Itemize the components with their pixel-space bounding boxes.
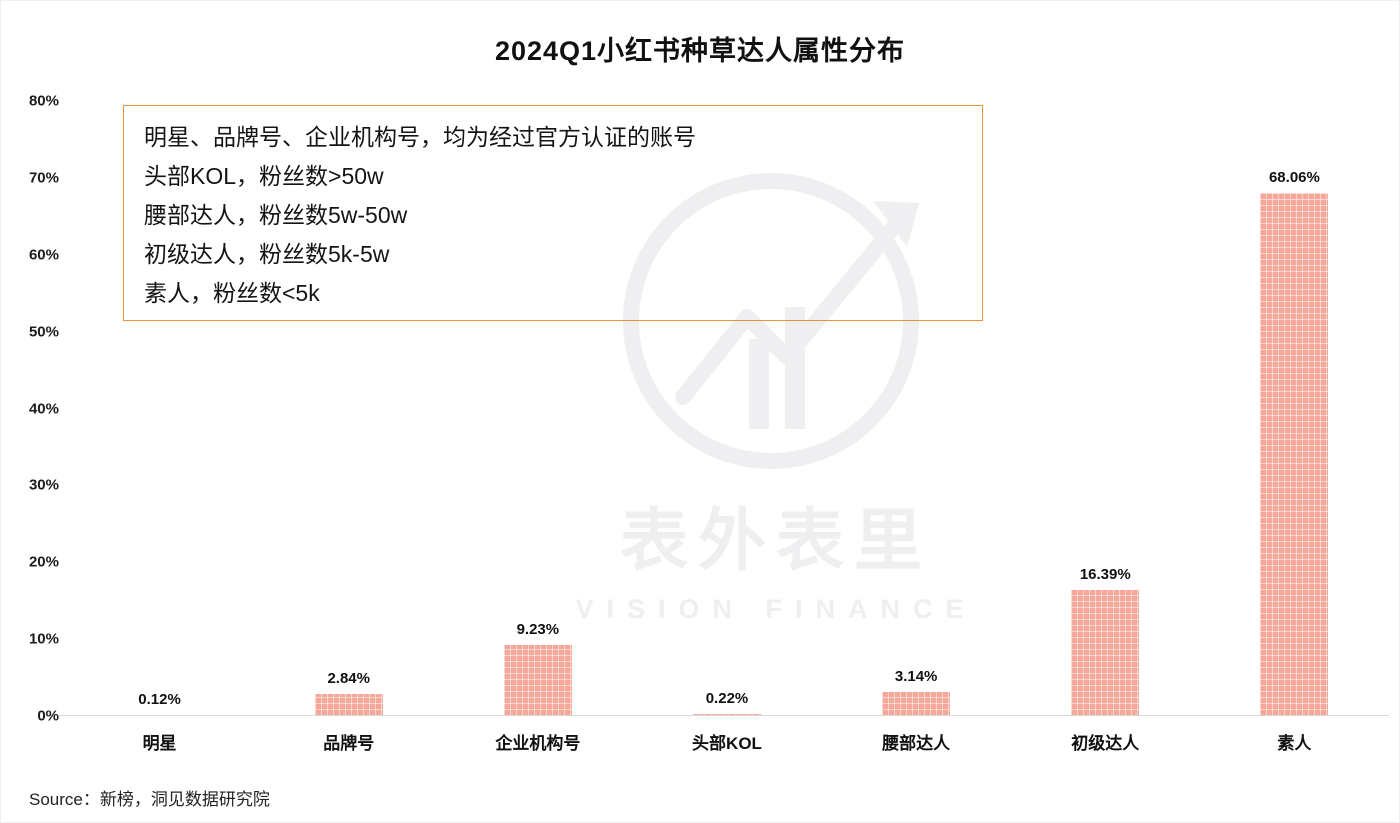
y-axis-label: 60% xyxy=(28,246,59,264)
annotation-line: 素人，粉丝数<5k xyxy=(144,280,320,306)
bar-column-5: 3.14% xyxy=(822,101,1011,716)
annotation-line: 明星、品牌号、企业机构号，均为经过官方认证的账号 xyxy=(144,124,696,150)
bar-3 xyxy=(503,645,572,716)
y-axis-label: 40% xyxy=(28,400,59,417)
annotation-line: 头部KOL，粉丝数>50w xyxy=(144,163,384,189)
bar-6 xyxy=(1071,590,1140,716)
x-axis-label-5: 腰部达人 xyxy=(882,734,951,753)
source-note: Source：新榜，洞见数据研究院 xyxy=(29,790,270,809)
x-axis-line xyxy=(59,715,1389,716)
bar-value-label: 3.14% xyxy=(894,667,938,685)
y-axis-label: 20% xyxy=(28,553,59,571)
bar-value-label: 0.12% xyxy=(138,691,181,708)
x-axis-label-6: 初级达人 xyxy=(1071,734,1140,753)
y-axis-label: 80% xyxy=(28,92,59,110)
category-axis: 明星 品牌号 企业机构号 头部KOL 腰部达人 初级达人 素人 xyxy=(65,729,1389,754)
bar-value-label: 9.23% xyxy=(516,621,560,639)
x-axis-label-7: 素人 xyxy=(1277,734,1312,753)
annotation-box: 明星、品牌号、企业机构号，均为经过官方认证的账号 头部KOL，粉丝数>50w 腰部达… xyxy=(123,105,983,321)
annotation-line: 腰部达人，粉丝数5w-50w xyxy=(144,202,408,228)
x-axis-label-4: 头部KOL xyxy=(692,734,762,753)
bar-column-3: 9.23% xyxy=(443,101,632,716)
y-axis-label: 50% xyxy=(28,323,59,341)
bar-column-7: 68.06% xyxy=(1200,101,1389,716)
x-axis-label-3: 企业机构号 xyxy=(495,734,581,753)
y-axis-label: 10% xyxy=(28,630,59,648)
x-axis-label-1: 明星 xyxy=(142,734,177,753)
bar-5 xyxy=(882,691,951,716)
y-axis-label: 70% xyxy=(28,169,59,187)
plot-area: 0.12% 2.84% 9.23% 0.22% 3.14% 16.39% 68.06% xyxy=(59,101,1389,716)
bars-container: 0.12% 2.84% 9.23% 0.22% 3.14% 16.39% 68.06% xyxy=(65,101,1389,716)
y-axis: 0% 10% 20% 30% 40% 50% 60% 70% 80% xyxy=(15,93,59,725)
bar-7 xyxy=(1260,192,1329,716)
bar-column-2: 2.84% xyxy=(254,101,443,716)
y-axis-label: 30% xyxy=(28,476,59,494)
bar-value-label: 0.22% xyxy=(705,690,749,708)
bar-value-label: 16.39% xyxy=(1079,566,1131,584)
bar-value-label: 2.84% xyxy=(327,670,370,688)
chart-title: 2024Q1小红书种草达人属性分布 xyxy=(494,36,906,66)
annotation-line: 初级达人，粉丝数5k-5w xyxy=(144,241,390,267)
bar-value-label: 68.06% xyxy=(1268,168,1320,186)
bar-2 xyxy=(314,694,383,716)
bar-column-6: 16.39% xyxy=(1011,101,1200,716)
y-axis-label: 0% xyxy=(37,707,59,725)
x-axis-label-2: 品牌号 xyxy=(323,734,375,753)
